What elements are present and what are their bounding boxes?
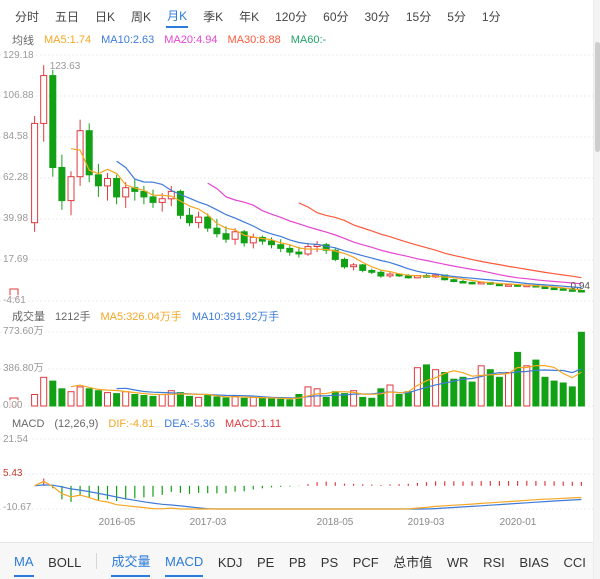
price-chart-svg: 123.63 0.94 bbox=[0, 54, 593, 302]
tab-5min[interactable]: 5分 bbox=[447, 10, 466, 24]
tab-weekly-k[interactable]: 周K bbox=[131, 10, 152, 24]
macd-legend-title[interactable]: MACD bbox=[12, 418, 45, 430]
x-axis-label: 2016-05 bbox=[98, 517, 136, 528]
indicator-pcf[interactable]: PCF bbox=[352, 555, 379, 570]
legend-item: DIF:-4.81 bbox=[108, 418, 155, 430]
x-axis-label: 2019-03 bbox=[407, 517, 445, 528]
indicator-pe[interactable]: PE bbox=[256, 555, 275, 570]
ma-legend-title[interactable]: 均线 bbox=[12, 35, 34, 47]
scrollbar[interactable] bbox=[593, 0, 600, 579]
tab-quarterly-k[interactable]: 季K bbox=[203, 10, 224, 24]
legend-item: DEA:-5.36 bbox=[164, 418, 216, 430]
indicator-ma[interactable]: MA bbox=[14, 545, 34, 577]
tab-30min[interactable]: 30分 bbox=[364, 10, 390, 24]
indicator-marketcap[interactable]: 总市值 bbox=[393, 555, 433, 570]
tab-minute[interactable]: 分时 bbox=[15, 10, 40, 24]
legend-item: MA30:8.88 bbox=[227, 34, 281, 46]
legend-item: MA10:391.92万手 bbox=[191, 311, 280, 323]
legend-item: MA60:- bbox=[290, 34, 327, 46]
indicator-ps[interactable]: PS bbox=[320, 555, 339, 570]
volume-current-value: 1212手 bbox=[55, 311, 91, 323]
tab-1min[interactable]: 1分 bbox=[481, 10, 501, 24]
svg-text:0.94: 0.94 bbox=[571, 281, 591, 292]
x-axis-label: 2017-03 bbox=[189, 517, 227, 528]
indicator-divider bbox=[95, 553, 97, 569]
ma-legend-values: MA5:1.74 MA10:2.63 MA20:4.94 MA30:8.88 MA60:… bbox=[44, 34, 326, 46]
x-axis-label: 2018-05 bbox=[316, 517, 354, 528]
tab-60min[interactable]: 60分 bbox=[323, 10, 349, 24]
indicator-wr[interactable]: WR bbox=[446, 555, 469, 570]
tab-monthly-k[interactable]: 月K bbox=[166, 4, 189, 28]
tab-15min[interactable]: 15分 bbox=[405, 10, 432, 24]
legend-item: MA5:326.04万手 bbox=[100, 311, 182, 323]
tab-120min[interactable]: 120分 bbox=[275, 10, 308, 24]
volume-chart[interactable]: 773.60万 386.80万 0.00 bbox=[0, 326, 593, 414]
indicator-boll[interactable]: BOLL bbox=[48, 555, 82, 570]
tab-yearly-k[interactable]: 年K bbox=[239, 10, 260, 24]
macd-legend-values: DIF:-4.81 DEA:-5.36 MACD:1.11 bbox=[108, 418, 281, 430]
volume-legend-title[interactable]: 成交量 bbox=[12, 311, 45, 323]
tab-daily-k[interactable]: 日K bbox=[95, 10, 116, 24]
period-tab-bar: 分时 五日 日K 周K 月K 季K 年K 120分 60分 30分 15分 5分… bbox=[0, 0, 600, 30]
scrollbar-thumb[interactable] bbox=[595, 42, 600, 152]
x-axis-label: 2020-01 bbox=[499, 517, 537, 528]
indicator-bias[interactable]: BIAS bbox=[519, 555, 549, 570]
macd-chart[interactable]: 21.54 5.43 -10.67 bbox=[0, 434, 593, 514]
tab-5day[interactable]: 五日 bbox=[55, 10, 80, 24]
svg-text:123.63: 123.63 bbox=[50, 61, 81, 72]
volume-legend-values: MA5:326.04万手 MA10:391.92万手 bbox=[100, 308, 279, 324]
indicator-volume[interactable]: 成交量 bbox=[111, 545, 151, 577]
indicator-kdj[interactable]: KDJ bbox=[217, 555, 243, 570]
legend-item: MA5:1.74 bbox=[44, 34, 92, 46]
legend-item: MA20:4.94 bbox=[164, 34, 218, 46]
macd-chart-svg bbox=[0, 438, 593, 510]
indicator-rsi[interactable]: RSI bbox=[483, 555, 505, 570]
indicator-cci[interactable]: CCI bbox=[563, 555, 586, 570]
price-chart[interactable]: 123.63 0.94 129.18 106.88 84.58 62.28 39.98 17.… bbox=[0, 50, 593, 307]
indicator-bar: MA BOLL 成交量 MACD KDJ PE PB PS PCF 总市值 WR… bbox=[0, 542, 600, 579]
indicator-pb[interactable]: PB bbox=[288, 555, 307, 570]
ma-legend: 均线 MA5:1.74 MA10:2.63 MA20:4.94 MA30:8.88 MA… bbox=[0, 30, 600, 50]
macd-params: (12,26,9) bbox=[54, 418, 99, 430]
legend-item: MA10:2.63 bbox=[101, 34, 155, 46]
x-axis: 2016-05 2017-03 2018-05 2019-03 2020-01 bbox=[0, 514, 593, 532]
volume-legend: 成交量 1212手 MA5:326.04万手 MA10:391.92万手 bbox=[0, 306, 600, 326]
indicator-macd[interactable]: MACD bbox=[165, 545, 204, 577]
volume-chart-svg bbox=[0, 331, 593, 407]
legend-item: MACD:1.11 bbox=[225, 418, 282, 430]
macd-legend: MACD (12,26,9) DIF:-4.81 DEA:-5.36 MACD:1.… bbox=[0, 414, 600, 434]
